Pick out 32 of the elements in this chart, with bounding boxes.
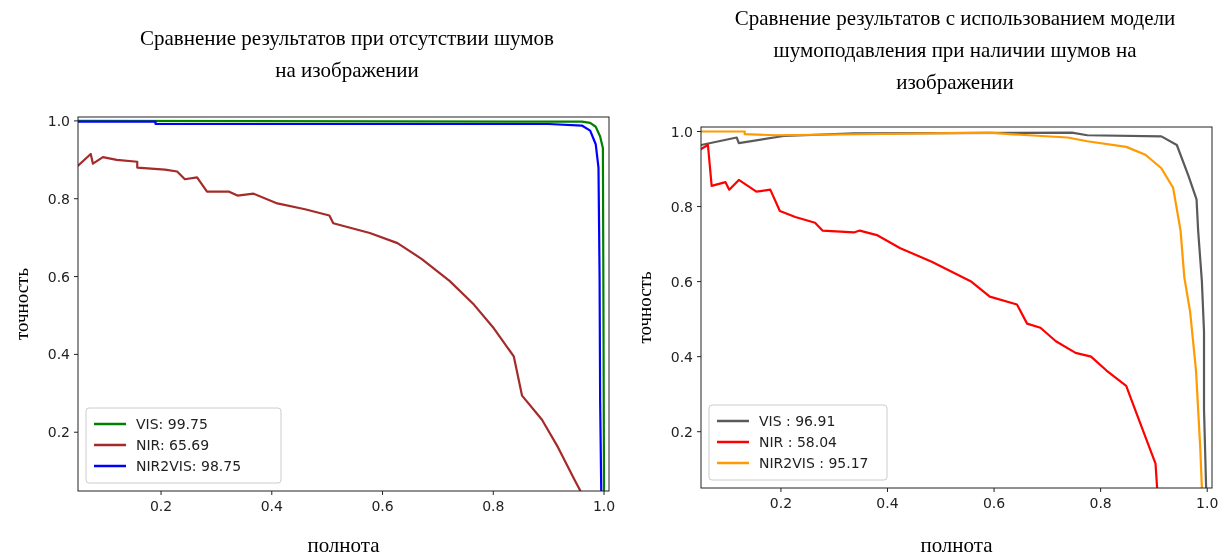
x-tick-label: 1.0 xyxy=(592,498,616,514)
x-tick-label: 0.2 xyxy=(769,495,793,511)
y-axis-title: точность xyxy=(11,267,32,341)
legend-label: NIR2VIS: 98.75 xyxy=(136,458,242,474)
y-tick-label: 0.4 xyxy=(47,346,71,363)
y-tick-label: 1.0 xyxy=(47,112,70,129)
x-tick-label: 0.6 xyxy=(982,495,1006,511)
y-tick-label: 0.4 xyxy=(670,348,694,365)
x-tick-label: 0.4 xyxy=(260,498,284,514)
chart-title: Сравнение результатов с использованием модели шумоподавления при наличии шумов на изображении xyxy=(734,6,1176,94)
chart-title: Сравнение результатов при отсутствии шумов на изображении xyxy=(140,26,555,82)
y-tick-label: 0.2 xyxy=(670,423,693,440)
x-tick-label: 0.6 xyxy=(371,498,394,514)
legend-label: VIS : 96.91 xyxy=(759,413,836,429)
x-tick-label: 0.8 xyxy=(1089,495,1112,511)
x-axis-title: полнота xyxy=(307,533,381,557)
y-tick-label: 0.8 xyxy=(670,198,693,215)
x-tick-label: 0.2 xyxy=(149,498,173,514)
x-axis-title: полнота xyxy=(920,533,994,557)
y-tick-label: 0.6 xyxy=(670,273,694,290)
x-tick-label: 0.8 xyxy=(482,498,505,514)
y-tick-label: 0.8 xyxy=(47,190,70,207)
legend-label: NIR2VIS : 95.17 xyxy=(759,455,869,471)
x-tick-label: 0.4 xyxy=(876,495,899,511)
y-axis-title: точность xyxy=(634,271,655,344)
y-tick-label: 0.6 xyxy=(47,268,71,285)
legend-label: VIS: 99.75 xyxy=(136,416,208,432)
y-tick-label: 1.0 xyxy=(670,123,693,140)
legend-label: NIR : 58.04 xyxy=(759,434,838,450)
y-tick-label: 0.2 xyxy=(47,424,70,441)
legend-label: NIR: 65.69 xyxy=(136,437,210,453)
x-tick-label: 1.0 xyxy=(1196,495,1219,511)
